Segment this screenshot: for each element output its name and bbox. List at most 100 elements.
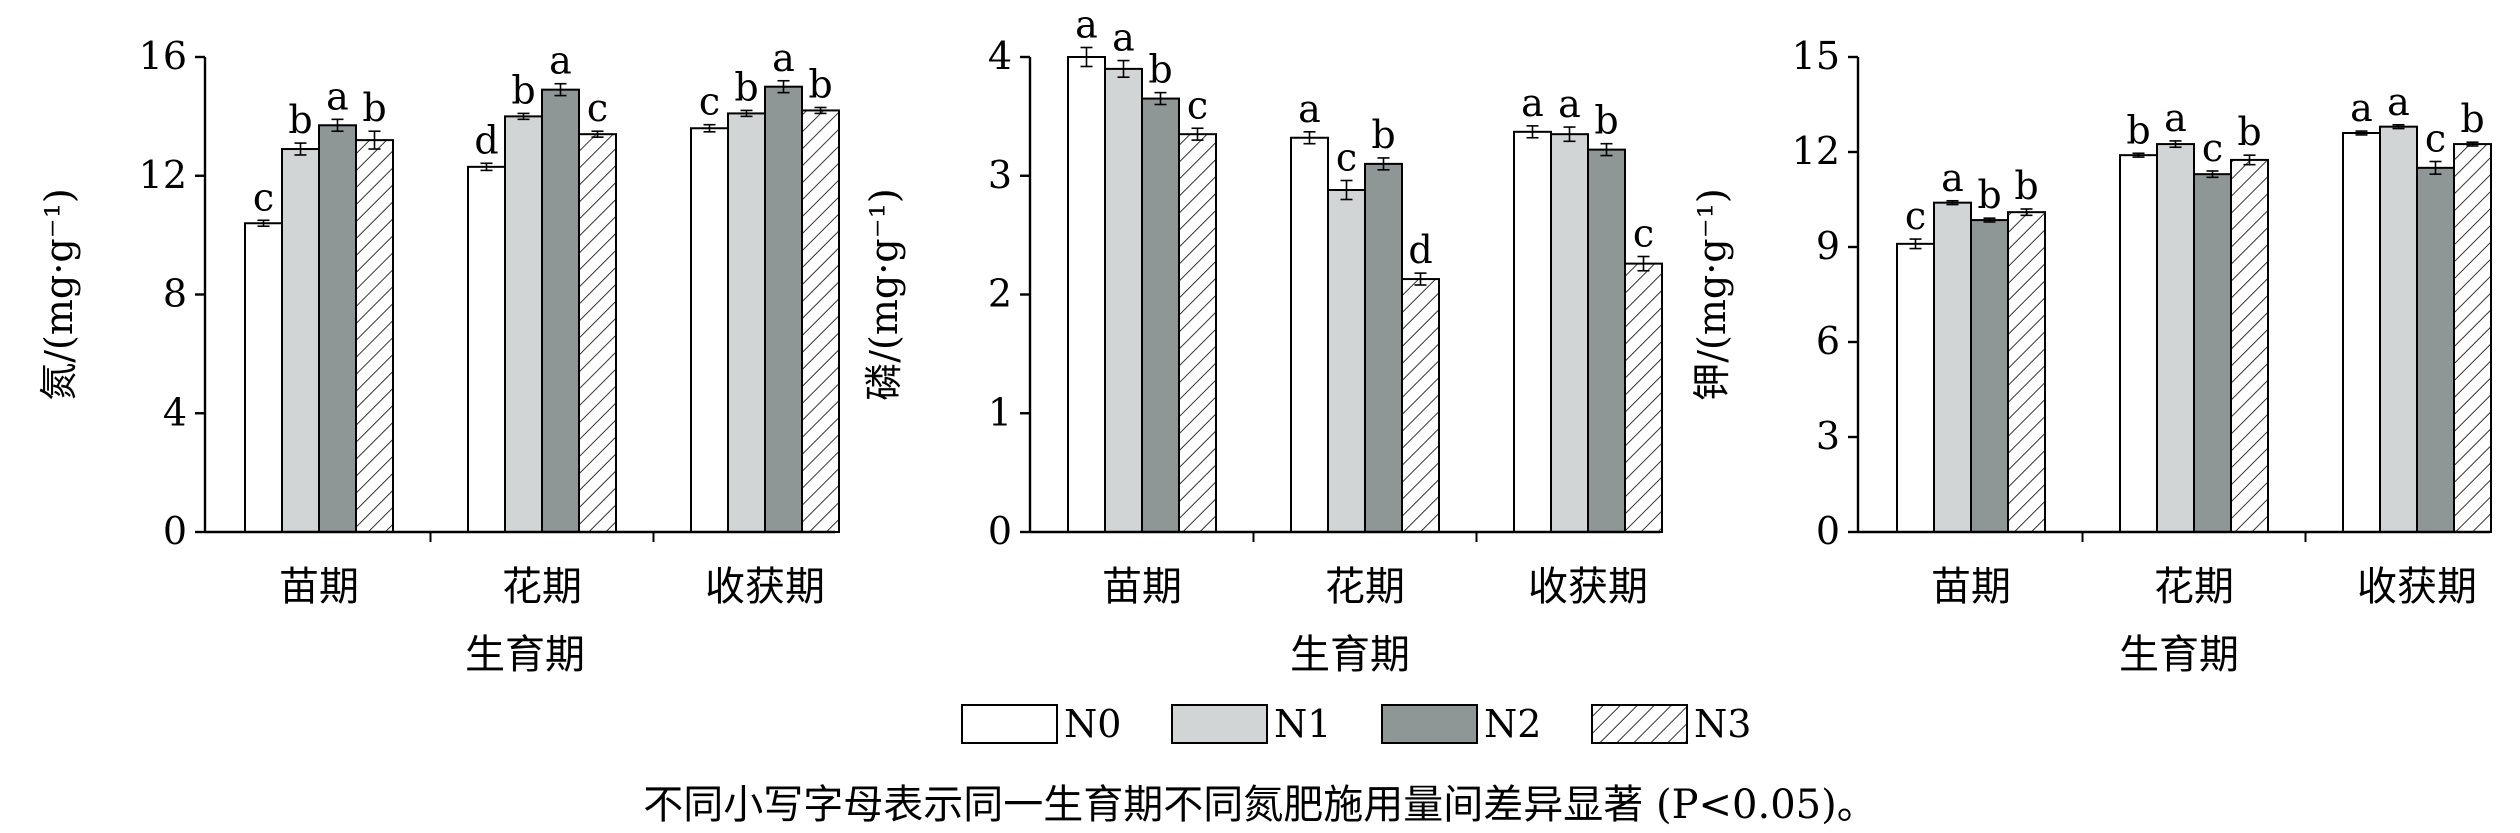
- y-tick-label: 2: [988, 272, 1012, 316]
- bar-N2-苗期: [318, 124, 357, 533]
- bar-N2-花期: [541, 88, 580, 533]
- category-label-收获期: 收获期: [2357, 564, 2477, 610]
- bar-N1-花期: [1327, 189, 1366, 533]
- category-label-苗期: 苗期: [1102, 564, 1182, 610]
- sig-letter-N3-苗期: b: [362, 86, 386, 130]
- sig-letter-N1-苗期: a: [1941, 156, 1964, 200]
- y-axis-title: 氮/(mg·g⁻¹): [37, 188, 81, 401]
- bar-N3-花期: [2230, 158, 2269, 534]
- legend: N0 N1 N2 N3: [961, 702, 1751, 746]
- sig-letter-N2-收获期: c: [2425, 117, 2446, 161]
- x-axis-title: 生育期: [1290, 632, 1410, 678]
- y-tick-label: 0: [988, 509, 1012, 553]
- bar-N3-收获期: [801, 109, 840, 533]
- bar-N0-收获期: [2342, 132, 2381, 533]
- bar-N0-苗期: [1896, 242, 1935, 533]
- sig-letter-N3-收获期: b: [808, 62, 832, 106]
- bar-N2-收获期: [2416, 166, 2455, 533]
- sig-letter-N2-苗期: b: [1148, 48, 1172, 92]
- y-tick-label: 12: [1792, 129, 1840, 173]
- sig-letter-N1-收获期: a: [1558, 82, 1581, 126]
- sig-letter-N0-花期: a: [1298, 87, 1321, 131]
- bar-N0-花期: [2119, 154, 2158, 534]
- y-tick-label: 4: [988, 34, 1012, 78]
- bar-N0-花期: [467, 165, 506, 533]
- bar-N1-收获期: [727, 112, 766, 533]
- y-tick-label: 16: [139, 34, 187, 78]
- sig-letter-N1-花期: a: [2164, 96, 2187, 140]
- bar-N3-苗期: [355, 139, 394, 533]
- sig-letter-N2-花期: a: [549, 39, 572, 83]
- y-tick-label: 8: [163, 272, 187, 316]
- sig-letter-N3-收获期: b: [2460, 97, 2484, 141]
- sig-letter-N0-苗期: a: [1075, 3, 1098, 47]
- bar-N3-收获期: [1624, 262, 1663, 533]
- sig-letter-N1-花期: c: [1336, 136, 1357, 180]
- sig-letter-N3-苗期: b: [2014, 164, 2038, 208]
- sig-letter-N0-苗期: c: [1905, 194, 1926, 238]
- y-tick-label: 9: [1816, 224, 1840, 268]
- sig-letter-N2-苗期: b: [1977, 173, 2001, 217]
- y-tick-label: 0: [1816, 509, 1840, 553]
- bar-N2-收获期: [1587, 148, 1626, 533]
- category-label-花期: 花期: [1325, 564, 1405, 610]
- sig-letter-N1-花期: b: [511, 68, 535, 112]
- y-tick-label: 0: [163, 509, 187, 553]
- figure-caption: 不同小写字母表示同一生育期不同氮肥施用量间差异显著 (P<0.05)。: [643, 782, 1877, 828]
- bar-N3-花期: [578, 133, 617, 533]
- bar-N2-花期: [1364, 162, 1403, 533]
- bar-N1-收获期: [1550, 133, 1589, 533]
- x-axis-title: 生育期: [465, 632, 585, 678]
- legend-label-N1: N1: [1274, 702, 1331, 746]
- bar-N1-苗期: [1104, 67, 1143, 533]
- category-label-花期: 花期: [2154, 564, 2234, 610]
- legend-label-N0: N0: [1064, 702, 1121, 746]
- sig-letter-N0-花期: d: [474, 118, 498, 162]
- bar-N1-收获期: [2379, 125, 2418, 534]
- y-tick-label: 3: [988, 153, 1012, 197]
- bar-N0-苗期: [244, 222, 283, 533]
- bar-N0-花期: [1290, 136, 1329, 533]
- sig-letter-N2-花期: b: [1371, 113, 1395, 157]
- sig-letter-N0-花期: b: [2126, 108, 2150, 152]
- y-tick-label: 6: [1816, 319, 1840, 363]
- legend-swatch-N3: [1591, 704, 1688, 744]
- sig-letter-N0-苗期: c: [253, 175, 274, 219]
- sig-letter-N3-苗期: c: [1187, 83, 1208, 127]
- sig-letter-N2-苗期: a: [326, 74, 349, 118]
- bar-N2-苗期: [1141, 97, 1180, 533]
- y-axis-title: 磷/(mg·g⁻¹): [862, 188, 906, 401]
- bar-N2-收获期: [764, 85, 803, 533]
- bar-N0-收获期: [690, 127, 729, 533]
- sig-letter-N0-收获期: a: [2350, 86, 2373, 130]
- y-tick-label: 12: [139, 153, 187, 197]
- bar-N3-苗期: [2007, 211, 2046, 534]
- sig-letter-N1-苗期: a: [1112, 16, 1135, 60]
- sig-letter-N2-收获期: b: [1594, 99, 1618, 143]
- y-tick-label: 1: [988, 390, 1012, 434]
- bar-N1-花期: [504, 115, 543, 533]
- sig-letter-N3-花期: b: [2237, 110, 2261, 154]
- y-tick-label: 15: [1792, 34, 1840, 78]
- bar-N2-花期: [2193, 173, 2232, 534]
- sig-letter-N2-花期: c: [2202, 126, 2223, 170]
- bar-N2-苗期: [1970, 219, 2009, 533]
- category-label-收获期: 收获期: [1528, 564, 1648, 610]
- sig-letter-N0-收获期: c: [699, 80, 720, 124]
- sig-letter-N3-收获期: c: [1633, 212, 1654, 256]
- sig-letter-N2-收获期: a: [772, 36, 795, 80]
- bar-N1-花期: [2156, 143, 2195, 533]
- bar-N0-苗期: [1067, 56, 1106, 533]
- category-label-苗期: 苗期: [1931, 564, 2011, 610]
- legend-label-N3: N3: [1694, 702, 1751, 746]
- bar-N1-苗期: [281, 148, 320, 533]
- legend-swatch-N1: [1171, 704, 1268, 744]
- sig-letter-N0-收获期: a: [1521, 81, 1544, 125]
- sig-letter-N3-花期: c: [587, 86, 608, 130]
- sig-letter-N3-花期: d: [1408, 228, 1432, 272]
